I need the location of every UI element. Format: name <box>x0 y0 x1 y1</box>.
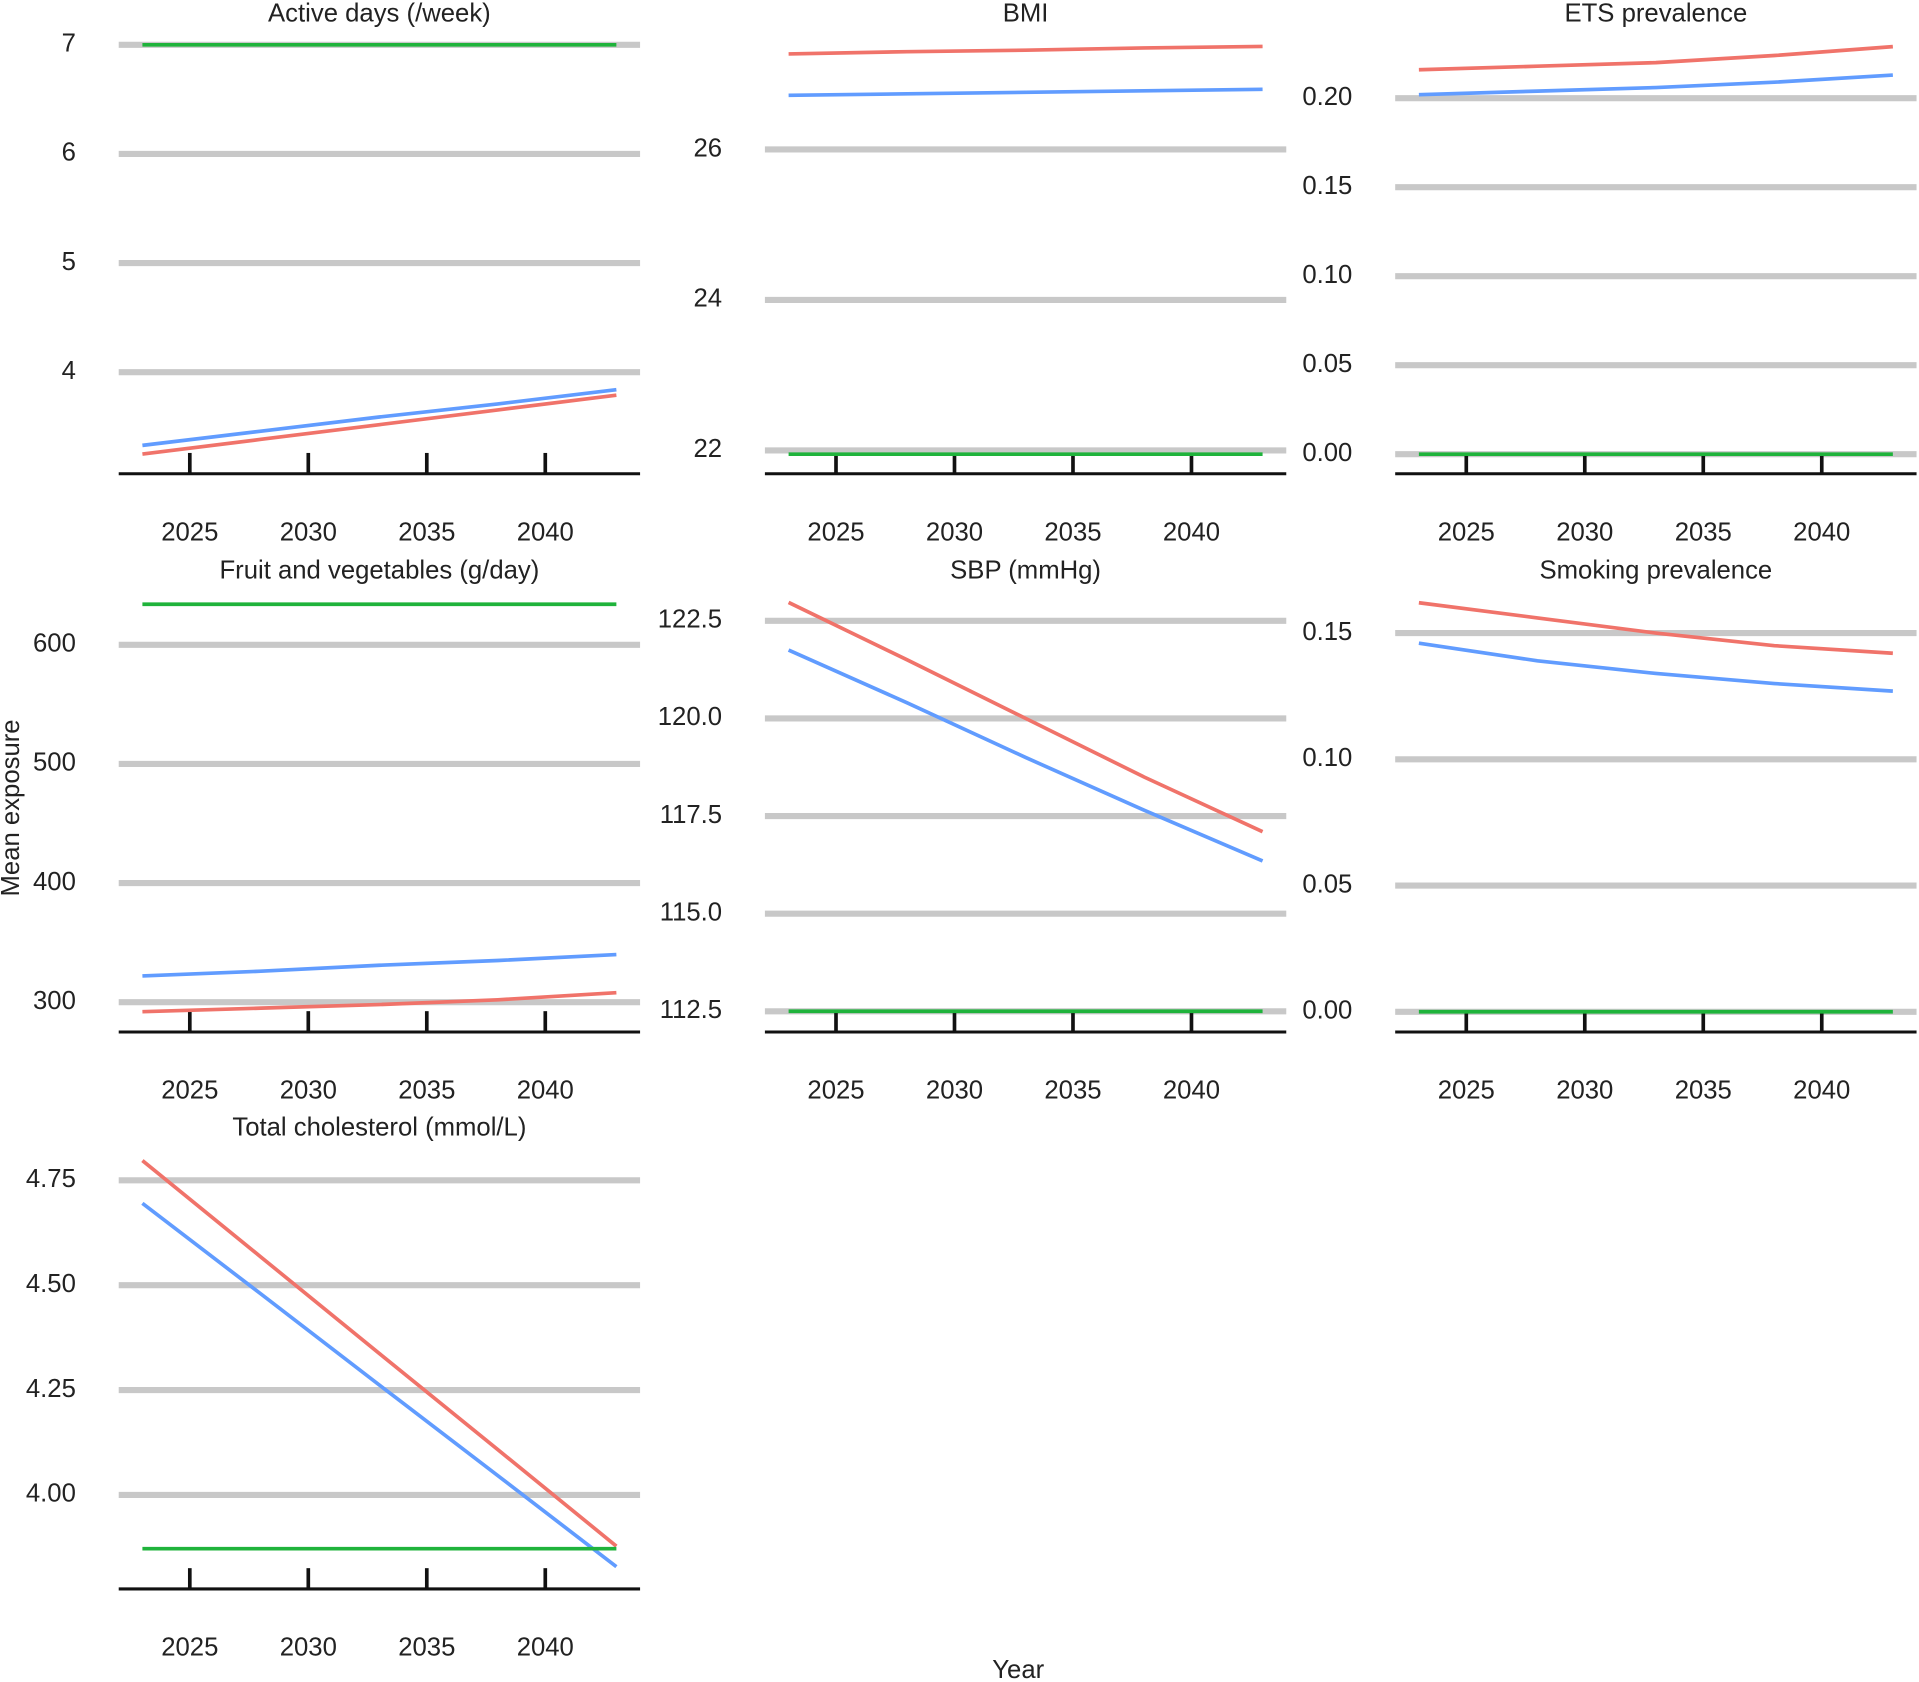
series-line <box>141 1201 618 1569</box>
y-tick-label: 0.10 <box>1302 744 1352 772</box>
x-tick-label: 2030 <box>1556 519 1613 547</box>
x-tick-label: 2025 <box>807 1077 864 1105</box>
x-tick-label: 2025 <box>161 519 218 547</box>
panel-title: Active days (/week) <box>268 0 491 27</box>
y-tick-label: 4.75 <box>26 1165 76 1193</box>
y-tick-label: 26 <box>693 134 722 162</box>
y-tick-label: 117.5 <box>660 801 722 829</box>
x-tick-label: 2025 <box>161 1634 218 1662</box>
y-tick-label: 0.00 <box>1302 439 1352 467</box>
y-tick-label: 24 <box>693 285 722 313</box>
y-tick-label: 6 <box>62 139 76 167</box>
series-line <box>787 600 1264 834</box>
x-tick-label: 2035 <box>1675 519 1732 547</box>
x-tick-label: 2040 <box>517 1634 574 1662</box>
x-tick-label: 2030 <box>280 1634 337 1662</box>
y-tick-label: 7 <box>62 30 76 58</box>
y-tick-label: 122.5 <box>658 606 722 634</box>
y-tick-label: 112.5 <box>660 996 722 1024</box>
y-tick-label: 120.0 <box>658 703 722 731</box>
y-tick-label: 0.00 <box>1302 997 1352 1025</box>
x-tick-label: 2030 <box>280 1077 337 1105</box>
y-tick-label: 115.0 <box>660 898 722 926</box>
series-line <box>142 387 617 448</box>
series-line <box>787 648 1264 863</box>
x-tick-label: 2030 <box>1556 1077 1613 1105</box>
x-tick-label: 2030 <box>926 1077 983 1105</box>
y-tick-label: 0.15 <box>1302 618 1352 646</box>
series-line <box>1418 641 1893 693</box>
x-tick-label: 2030 <box>926 519 983 547</box>
y-tick-label: 0.20 <box>1302 83 1352 111</box>
y-tick-label: 22 <box>693 435 722 463</box>
panel-title: Smoking prevalence <box>1540 556 1773 584</box>
x-tick-label: 2025 <box>1438 1077 1495 1105</box>
panel-title: SBP (mmHg) <box>950 556 1101 584</box>
series-line <box>1418 44 1893 72</box>
x-tick-label: 2040 <box>1793 1077 1850 1105</box>
x-tick-label: 2040 <box>1793 519 1850 547</box>
y-tick-label: 400 <box>33 868 76 896</box>
y-axis-label: Mean exposure <box>0 719 25 896</box>
panel-title: BMI <box>1003 0 1049 27</box>
x-tick-label: 2035 <box>1044 519 1101 547</box>
y-tick-label: 5 <box>62 248 76 276</box>
x-axis-label: Year <box>992 1656 1044 1682</box>
series-line <box>788 87 1263 98</box>
x-tick-label: 2040 <box>517 519 574 547</box>
y-tick-label: 0.05 <box>1302 870 1352 898</box>
x-tick-label: 2025 <box>807 519 864 547</box>
y-tick-label: 600 <box>33 630 76 658</box>
x-tick-label: 2025 <box>1438 519 1495 547</box>
series-line <box>142 952 617 978</box>
x-tick-label: 2025 <box>161 1077 218 1105</box>
y-tick-label: 500 <box>33 749 76 777</box>
panel-title: Fruit and vegetables (g/day) <box>219 556 539 584</box>
y-tick-label: 4.00 <box>26 1480 76 1508</box>
y-tick-label: 0.15 <box>1302 172 1352 200</box>
x-tick-label: 2035 <box>1675 1077 1732 1105</box>
y-tick-label: 4.50 <box>26 1270 76 1298</box>
series-line <box>142 393 617 456</box>
series-line <box>1418 600 1893 656</box>
y-tick-label: 4.25 <box>26 1375 76 1403</box>
y-tick-label: 0.05 <box>1302 350 1352 378</box>
y-tick-label: 0.10 <box>1302 261 1352 289</box>
x-tick-label: 2035 <box>398 519 455 547</box>
series-line <box>142 990 617 1014</box>
x-tick-label: 2040 <box>1163 1077 1220 1105</box>
x-tick-label: 2035 <box>1044 1077 1101 1105</box>
series-line <box>141 1159 618 1548</box>
x-tick-label: 2040 <box>517 1077 574 1105</box>
y-tick-label: 4 <box>62 357 76 385</box>
x-tick-label: 2035 <box>398 1634 455 1662</box>
x-tick-label: 2030 <box>280 519 337 547</box>
y-tick-label: 300 <box>33 987 76 1015</box>
x-tick-label: 2035 <box>398 1077 455 1105</box>
x-tick-label: 2040 <box>1163 519 1220 547</box>
panel-title: Total cholesterol (mmol/L) <box>232 1113 526 1141</box>
series-line <box>788 44 1263 56</box>
series-line <box>1418 73 1893 97</box>
panel-title: ETS prevalence <box>1565 0 1748 27</box>
